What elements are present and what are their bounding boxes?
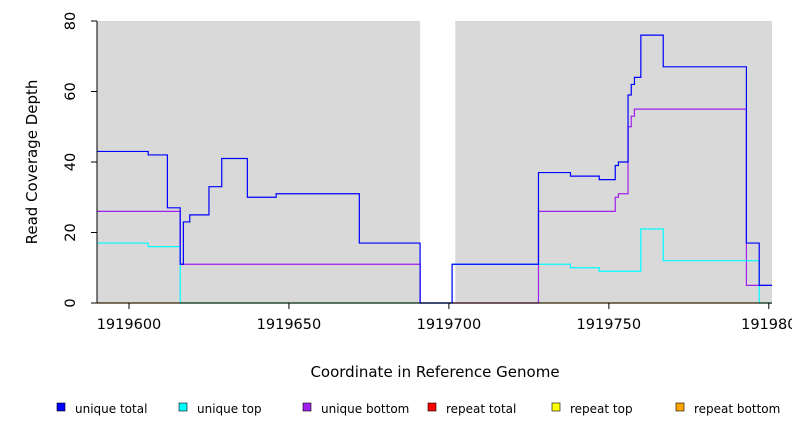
y-tick-label: 20 <box>63 223 79 241</box>
legend-item-unique-total: unique total <box>56 402 147 416</box>
shaded-region-1 <box>455 21 772 303</box>
y-tick-label: 60 <box>63 82 79 100</box>
legend-swatch <box>551 402 561 412</box>
series-line-unique-bottom <box>97 108 772 304</box>
series-line-unique-total <box>97 34 772 304</box>
axes: 0 20 40 60 80 1919600 1919650 1919700 1919750 191… <box>63 12 792 333</box>
y-tick-label: 40 <box>63 153 79 171</box>
legend-item-repeat-bottom: repeat bottom <box>675 402 780 416</box>
legend-item-repeat-total: repeat total <box>427 402 516 416</box>
legend-item-unique-bottom: unique bottom <box>302 402 409 416</box>
legend-label: unique top <box>197 402 262 416</box>
x-tick-label: 1919750 <box>577 317 642 333</box>
legend-label: repeat bottom <box>694 402 780 416</box>
x-tick-label: 1919600 <box>97 317 162 333</box>
legend-swatch <box>56 402 66 412</box>
legend-label: repeat top <box>570 402 633 416</box>
legend-swatch <box>302 402 312 412</box>
x-tick-label: 191980 <box>741 317 792 333</box>
legend-item-repeat-top: repeat top <box>551 402 633 416</box>
legend-swatch <box>427 402 437 412</box>
legend-label: unique total <box>75 402 147 416</box>
x-tick-label: 1919700 <box>417 317 482 333</box>
x-tick-label: 1919650 <box>257 317 322 333</box>
legend-item-unique-top: unique top <box>178 402 262 416</box>
y-tick-label: 80 <box>63 12 79 30</box>
shaded-regions <box>97 21 772 303</box>
shaded-region-0 <box>97 21 421 303</box>
y-axis-label: Read Coverage Depth <box>23 80 41 245</box>
legend-swatch <box>178 402 188 412</box>
x-axis-label: Coordinate in Reference Genome <box>310 363 559 381</box>
legend-label: repeat total <box>446 402 516 416</box>
legend-swatch <box>675 402 685 412</box>
legend: unique total unique top unique bottom repea… <box>56 402 780 416</box>
y-tick-label: 0 <box>63 298 79 307</box>
legend-label: unique bottom <box>321 402 409 416</box>
